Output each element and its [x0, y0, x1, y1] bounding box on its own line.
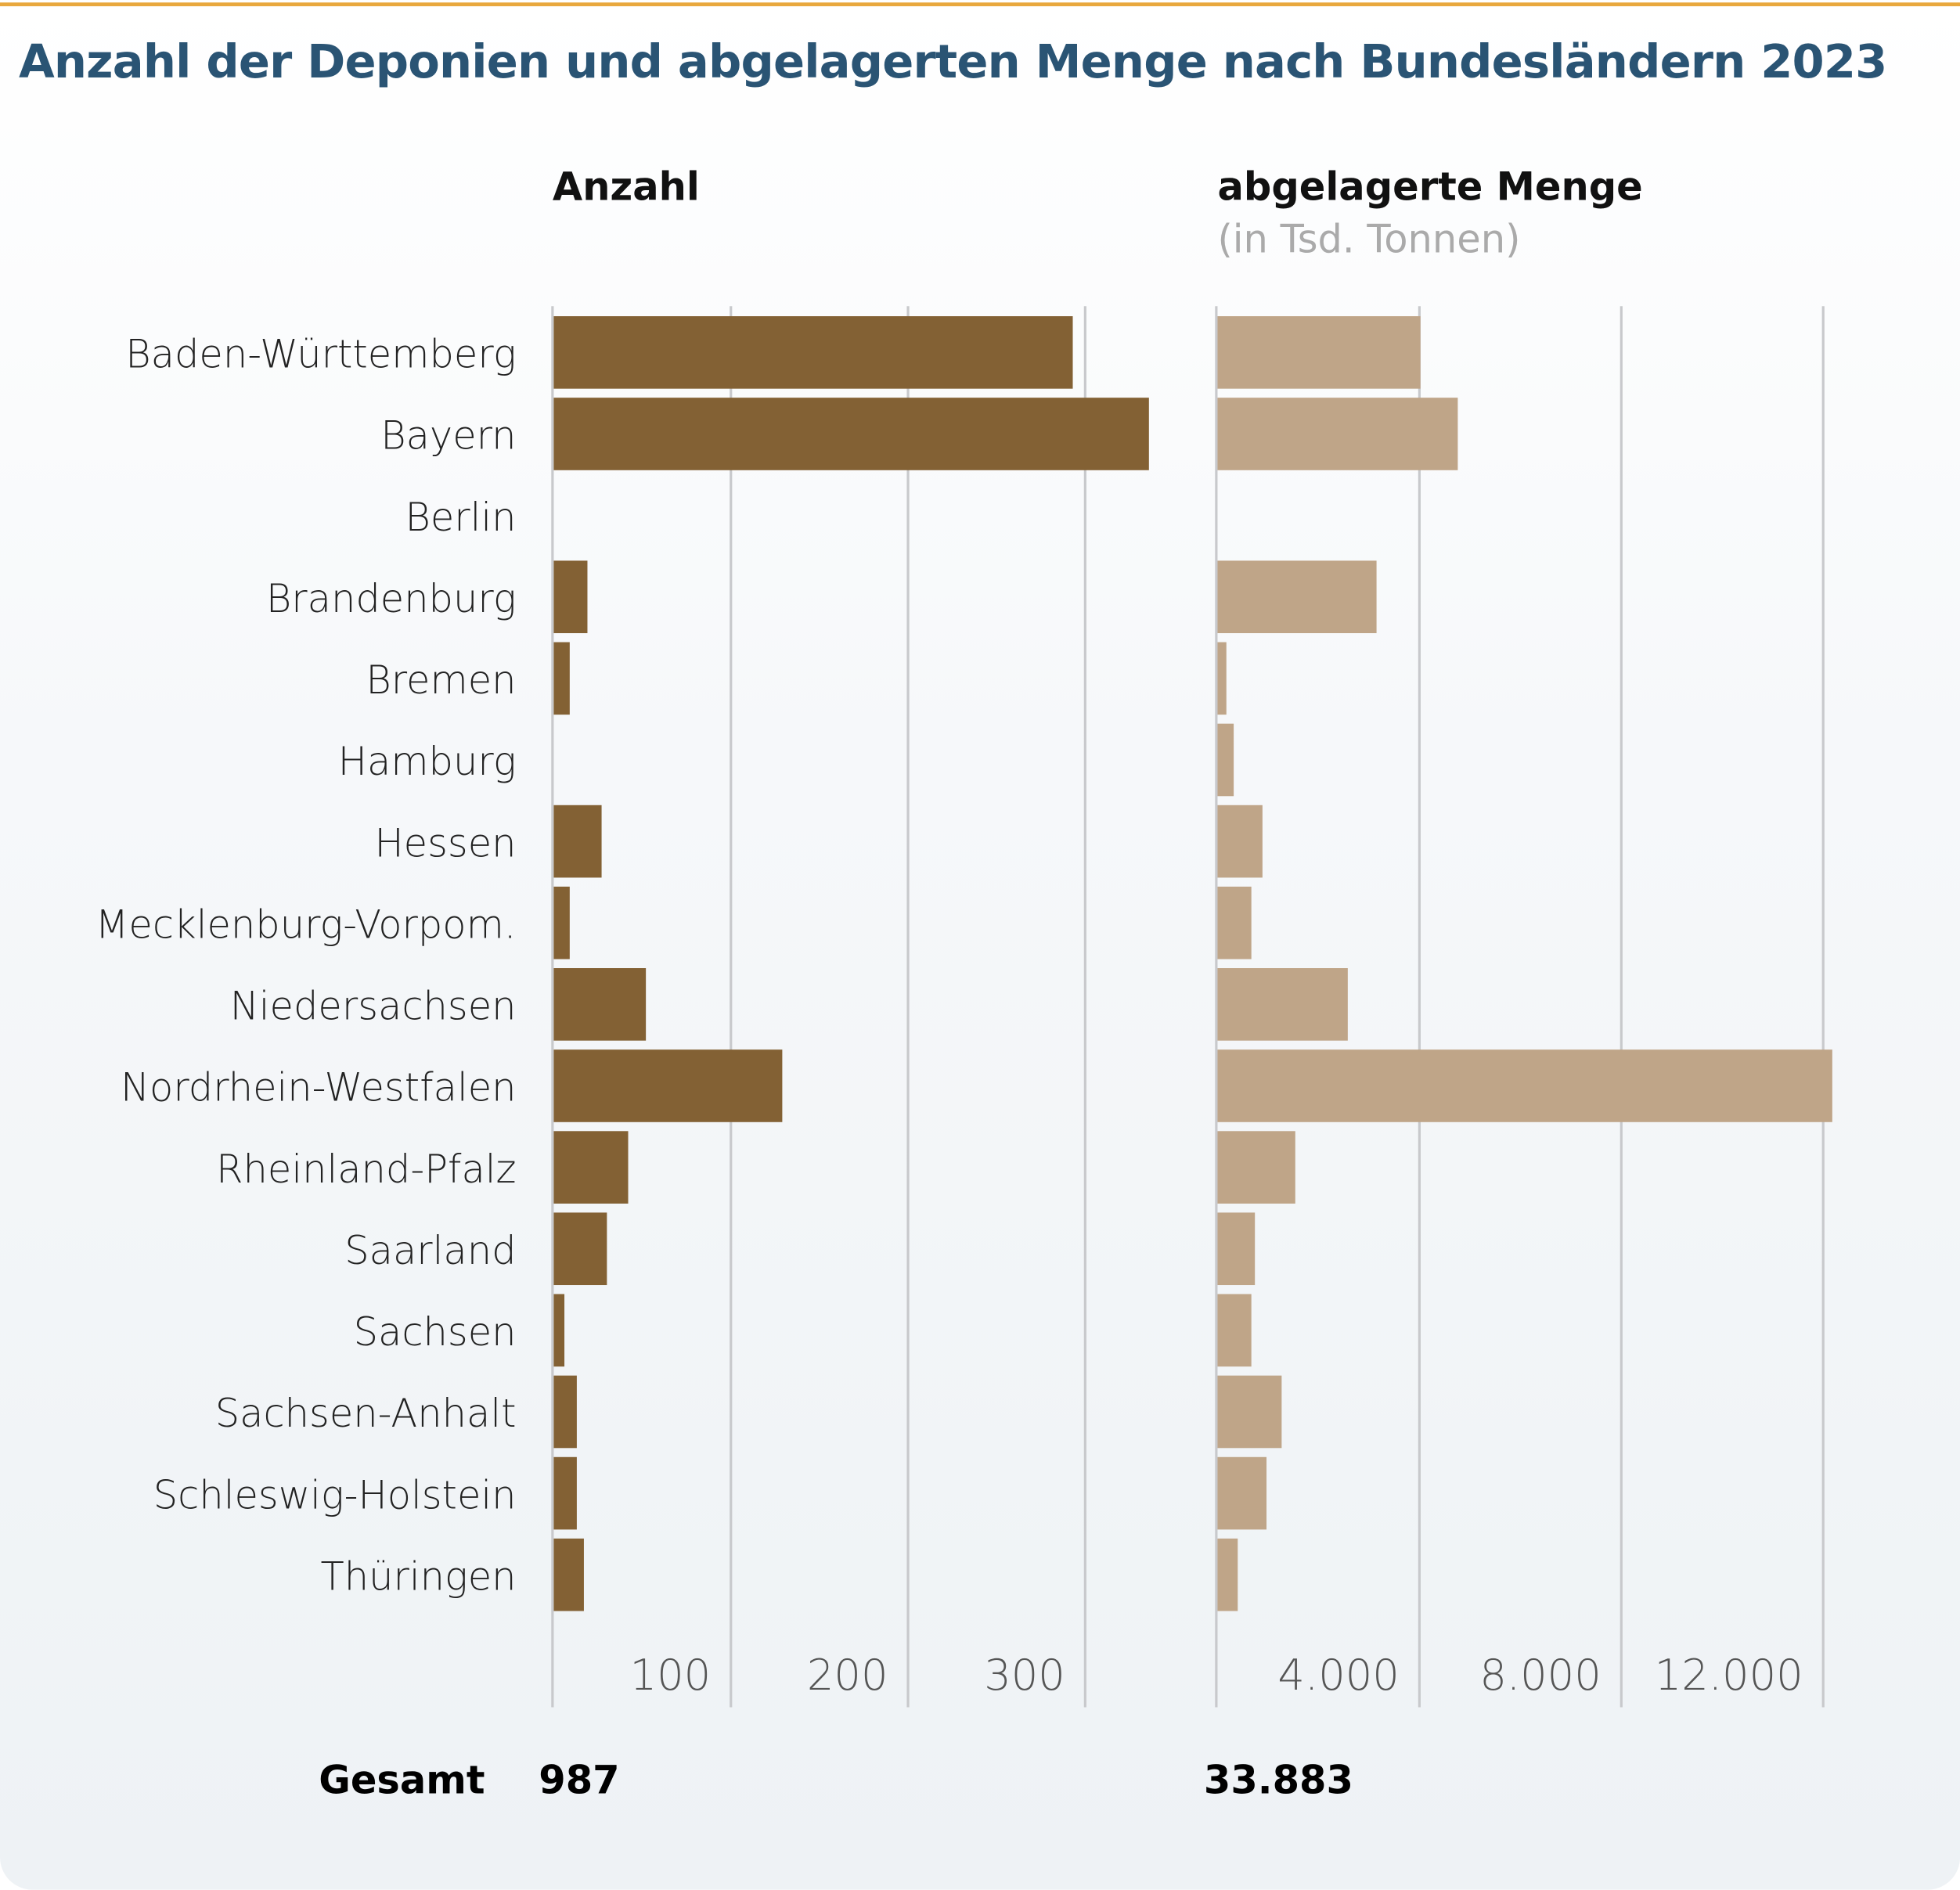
panel-title-anzahl: Anzahl — [552, 164, 700, 211]
bar-1-6 — [1217, 805, 1263, 878]
bar-0-0 — [553, 316, 1073, 389]
category-label: Baden-Württemberg — [125, 332, 516, 377]
bar-0-1 — [553, 398, 1149, 470]
bar-1-12 — [1217, 1294, 1252, 1367]
accent-line — [0, 2, 1960, 6]
bar-1-9 — [1217, 1049, 1832, 1122]
bar-0-8 — [553, 968, 647, 1041]
bar-1-5 — [1217, 723, 1234, 797]
bar-1-14 — [1217, 1456, 1267, 1530]
category-label: Bayern — [380, 413, 516, 459]
panel-subtitle-menge: (in Tsd. Tonnen) — [1217, 217, 1521, 263]
bar-1-11 — [1217, 1212, 1256, 1286]
bar-1-15 — [1217, 1538, 1238, 1611]
category-label: Sachsen-Anhalt — [215, 1391, 517, 1436]
tick-label: 4.000 — [1277, 1651, 1399, 1700]
bar-0-11 — [553, 1212, 607, 1286]
tick-label: 200 — [807, 1651, 888, 1700]
bar-0-15 — [553, 1538, 584, 1611]
bar-0-12 — [553, 1294, 565, 1367]
category-label: Sachsen — [354, 1309, 517, 1355]
tick-label: 100 — [630, 1651, 712, 1700]
bar-0-4 — [553, 642, 570, 715]
bar-1-8 — [1217, 968, 1348, 1041]
bar-1-1 — [1217, 398, 1458, 470]
category-label: Niedersachsen — [230, 984, 517, 1029]
chart-title: Anzahl der Deponien und abgelagerten Men… — [18, 34, 1887, 89]
category-label: Rheinland-Pfalz — [216, 1147, 516, 1192]
category-label: Bremen — [366, 657, 516, 703]
bar-0-7 — [553, 886, 570, 959]
category-label: Hessen — [374, 820, 516, 866]
bar-0-14 — [553, 1456, 577, 1530]
bar-0-13 — [553, 1375, 577, 1449]
total-label: Gesamt — [319, 1758, 485, 1803]
bar-1-13 — [1217, 1375, 1282, 1449]
bar-1-3 — [1217, 560, 1377, 634]
bar-1-0 — [1217, 316, 1421, 389]
category-label: Saarland — [344, 1228, 516, 1273]
bar-0-10 — [553, 1131, 629, 1204]
bar-1-7 — [1217, 886, 1252, 959]
category-label: Brandenburg — [266, 576, 517, 621]
category-label: Nordrhein-Westfalen — [121, 1065, 517, 1111]
bar-0-3 — [553, 560, 588, 634]
bar-1-4 — [1217, 642, 1227, 715]
category-label: Mecklenburg-Vorpom. — [95, 902, 517, 947]
tick-label: 8.000 — [1479, 1651, 1601, 1700]
bar-0-9 — [553, 1049, 783, 1122]
bar-0-6 — [553, 805, 602, 878]
category-label: Hamburg — [338, 739, 517, 784]
panel-title-menge: abgelagerte Menge — [1217, 164, 1643, 211]
category-label: Schleswig-Holstein — [153, 1472, 517, 1517]
category-label: Berlin — [405, 495, 516, 540]
total-menge: 33.883 — [1204, 1758, 1353, 1803]
total-anzahl: 987 — [539, 1758, 619, 1803]
tick-label: 300 — [984, 1651, 1065, 1700]
category-label: Thüringen — [321, 1553, 517, 1599]
tick-label: 12.000 — [1655, 1651, 1803, 1700]
bar-1-10 — [1217, 1131, 1295, 1204]
